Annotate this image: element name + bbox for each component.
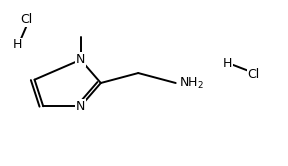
Text: N: N <box>76 53 85 66</box>
Text: N: N <box>76 100 85 113</box>
Text: NH$_2$: NH$_2$ <box>179 76 204 90</box>
Text: H: H <box>223 57 232 70</box>
Text: H: H <box>13 38 22 51</box>
Text: Cl: Cl <box>247 68 259 81</box>
Text: Cl: Cl <box>20 13 32 26</box>
